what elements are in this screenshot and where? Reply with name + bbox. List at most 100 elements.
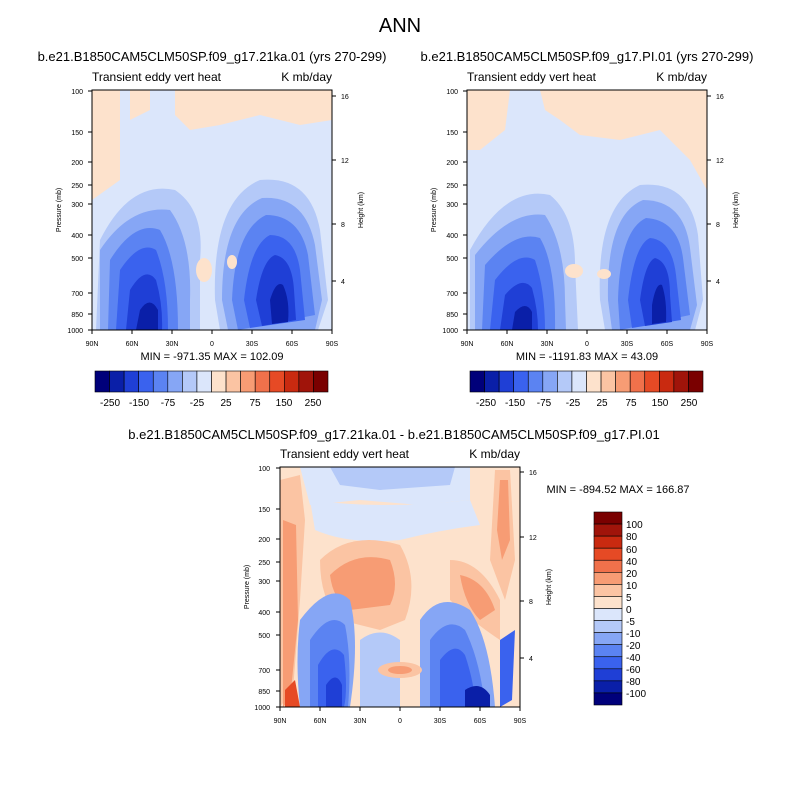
colorbar-label: -250 [476, 398, 496, 409]
min-max-stats: MIN = -894.52 MAX = 166.87 [546, 484, 689, 496]
height-tick-label: 4 [716, 279, 720, 286]
panel-top-right: b.e21.B1850CAM5CLM50SP.f09_g17.PI.01 (yr… [421, 49, 754, 409]
colorbar-label: -75 [537, 398, 552, 409]
colorbar-swatch [254, 370, 271, 393]
y-tick-label: 150 [71, 130, 83, 137]
colorbar-swatch [109, 370, 125, 393]
height-tick-label: 12 [529, 535, 537, 542]
colorbar-swatch [542, 370, 558, 393]
x-tick-label: 90S [514, 718, 527, 725]
right-string: K mb/day [469, 447, 520, 461]
x-axis: 90N 60N 30N 0 30S 60S 90S [461, 341, 714, 348]
x-tick-label: 30S [434, 718, 447, 725]
right-ticks [707, 95, 711, 282]
colorbar-label: -150 [129, 398, 149, 409]
min-max-stats: MIN = -1191.83 MAX = 43.09 [516, 351, 658, 363]
colorbar [593, 511, 623, 706]
case-title: b.e21.B1850CAM5CLM50SP.f09_g17.PI.01 (yr… [421, 49, 754, 64]
x-tick-label: 90N [86, 341, 99, 348]
x-tick-label: 90S [701, 341, 714, 348]
y-tick-label: 1000 [67, 328, 83, 335]
colorbar-swatch [269, 370, 285, 393]
y-tick-label: 250 [71, 183, 83, 190]
colorbar-swatch [123, 370, 139, 393]
y-tick-label: 850 [258, 689, 270, 696]
y-axis-label: Pressure (mb) [244, 565, 251, 609]
height-tick-label: 8 [341, 222, 345, 229]
y-axis-label: Pressure (mb) [431, 188, 438, 232]
min-max-stats: MIN = -971.35 MAX = 102.09 [140, 351, 283, 363]
colorbar-label: -25 [566, 398, 581, 409]
y-tick-label: 300 [446, 202, 458, 209]
colorbar-swatch [593, 680, 623, 694]
colorbar-swatch [527, 370, 544, 393]
colorbar-swatch [593, 584, 623, 597]
colorbar-swatch [593, 692, 623, 706]
colorbar-swatch [313, 370, 329, 393]
colorbar-swatch [498, 370, 514, 393]
x-tick-label: 60N [126, 341, 139, 348]
contour-field [280, 467, 520, 707]
colorbar-swatch [571, 370, 587, 393]
colorbar-label: -10 [626, 629, 641, 640]
right-ticks [332, 95, 336, 282]
colorbar-swatch [513, 370, 529, 393]
colorbar-label: 20 [626, 569, 638, 580]
right-string: K mb/day [656, 70, 707, 84]
colorbar-label: 40 [626, 557, 638, 568]
colorbar-labels: -250 -150 -75 -25 25 75 150 250 [100, 398, 322, 409]
colorbar-label: -75 [161, 398, 176, 409]
y-tick-label: 400 [446, 233, 458, 240]
y-tick-label: 400 [258, 610, 270, 617]
y-tick-label: 100 [71, 89, 83, 96]
x-tick-label: 90N [274, 718, 287, 725]
colorbar-swatch [593, 523, 623, 537]
x-ticks [279, 707, 521, 711]
x-tick-label: 60N [501, 341, 514, 348]
y-tick-label: 700 [446, 291, 458, 298]
height-tick-label: 4 [341, 279, 345, 286]
colorbar-label: 75 [625, 398, 637, 409]
y-tick-label: 100 [258, 466, 270, 473]
colorbar-label: 80 [626, 532, 638, 543]
colorbar-swatch [469, 370, 485, 393]
colorbar-swatch [615, 370, 631, 393]
colorbar-swatch [593, 656, 623, 670]
height-axis-label: Height (km) [358, 192, 365, 228]
colorbar-label: -250 [100, 398, 120, 409]
colorbar-label: 75 [249, 398, 261, 409]
x-tick-label: 0 [398, 718, 402, 725]
colorbar-label: 250 [681, 398, 698, 409]
x-axis: 90N 60N 30N 0 30S 60S 90S [274, 718, 527, 725]
colorbar-labels: 100 80 60 40 20 10 5 0 -5 -10 -20 -40 -6… [626, 520, 646, 700]
colorbar-swatch [593, 668, 623, 682]
x-tick-label: 0 [585, 341, 589, 348]
y-tick-label: 500 [258, 633, 270, 640]
case-title: b.e21.B1850CAM5CLM50SP.f09_g17.21ka.01 (… [38, 49, 387, 64]
y-ticks [88, 90, 92, 331]
colorbar-label: 25 [596, 398, 608, 409]
colorbar-label: 25 [220, 398, 232, 409]
y-tick-label: 1000 [442, 328, 458, 335]
colorbar-swatch [600, 370, 616, 393]
colorbar [469, 370, 704, 393]
y-tick-label: 250 [446, 183, 458, 190]
x-tick-label: 0 [210, 341, 214, 348]
colorbar-label: -20 [626, 641, 641, 652]
height-axis-label: Height (km) [733, 192, 740, 228]
colorbar-swatch [167, 370, 183, 393]
y-ticks [276, 467, 280, 708]
colorbar-label: -80 [626, 677, 641, 688]
left-string: Transient eddy vert heat [280, 447, 410, 461]
y-tick-label: 200 [258, 537, 270, 544]
colorbar-label: -100 [626, 689, 646, 700]
contour-field [92, 90, 332, 330]
colorbar-swatch [138, 370, 154, 393]
colorbar-swatch [298, 370, 314, 393]
y-ticks [463, 90, 467, 331]
height-tick-label: 12 [716, 158, 724, 165]
colorbar-swatch [94, 370, 110, 393]
height-tick-label: 16 [341, 94, 349, 101]
x-tick-label: 90N [461, 341, 474, 348]
